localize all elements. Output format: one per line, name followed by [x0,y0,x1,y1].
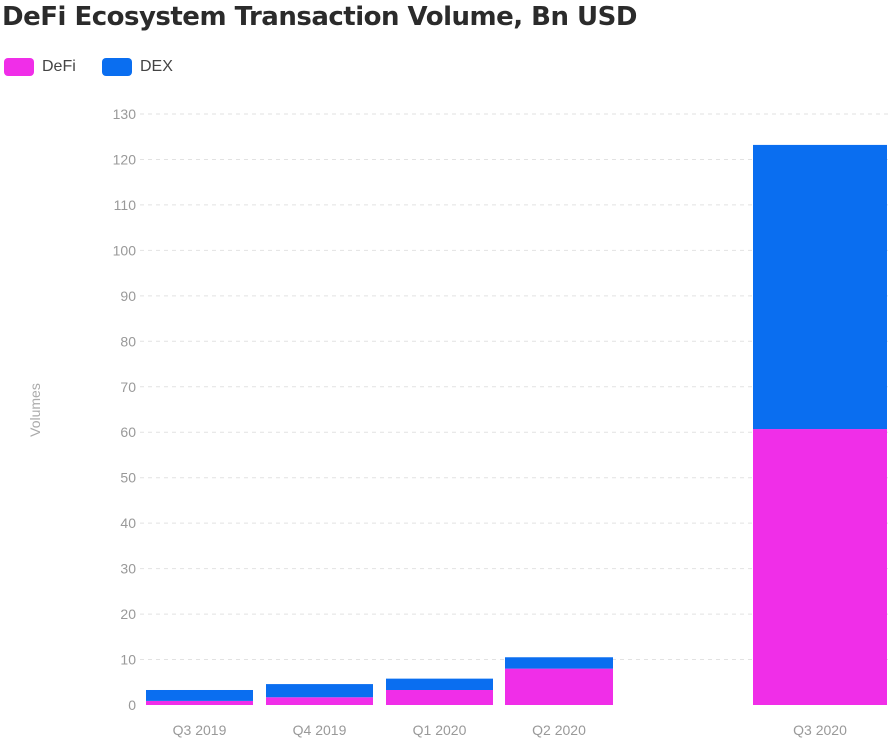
x-tick-label: Q1 2020 [413,722,467,738]
legend-item-defi[interactable]: DeFi [4,58,76,76]
y-tick-label: 50 [120,470,136,486]
legend-label-dex: DEX [140,58,173,75]
y-tick-label: 10 [120,652,136,668]
y-tick-label: 40 [120,515,136,531]
y-tick-label: 20 [120,606,136,622]
legend-label-defi: DeFi [42,58,76,75]
bar-defi [505,668,613,705]
legend-swatch-dex [102,58,132,76]
bar-defi [266,697,373,705]
legend-swatch-defi [4,58,34,76]
bar-dex [266,684,373,698]
x-tick-label: Q4 2019 [293,722,347,738]
y-tick-label: 0 [128,697,136,713]
bar-defi [753,429,887,705]
y-tick-label: 60 [120,424,136,440]
y-tick-label: 30 [120,561,136,577]
y-tick-label: 110 [114,197,137,213]
y-tick-label: 70 [120,379,136,395]
chart-title: DeFi Ecosystem Transaction Volume, Bn US… [2,2,637,32]
y-tick-label: 80 [120,333,136,349]
y-tick-label: 100 [113,242,137,258]
bar-dex [146,689,253,701]
bar-defi [146,700,253,705]
x-tick-label: Q3 2019 [173,722,227,738]
x-tick-label: Q3 2020 [793,722,847,738]
y-tick-label: 90 [120,288,136,304]
bar-dex [753,144,887,430]
x-tick-label: Q2 2020 [532,722,586,738]
bar-dex [386,678,493,690]
y-tick-label: 120 [113,151,137,167]
y-axis-label: Volumes [27,383,43,437]
y-tick-label: 130 [113,106,137,122]
bar-dex [505,657,613,669]
legend-item-dex[interactable]: DEX [102,58,173,76]
bar-defi [386,689,493,705]
